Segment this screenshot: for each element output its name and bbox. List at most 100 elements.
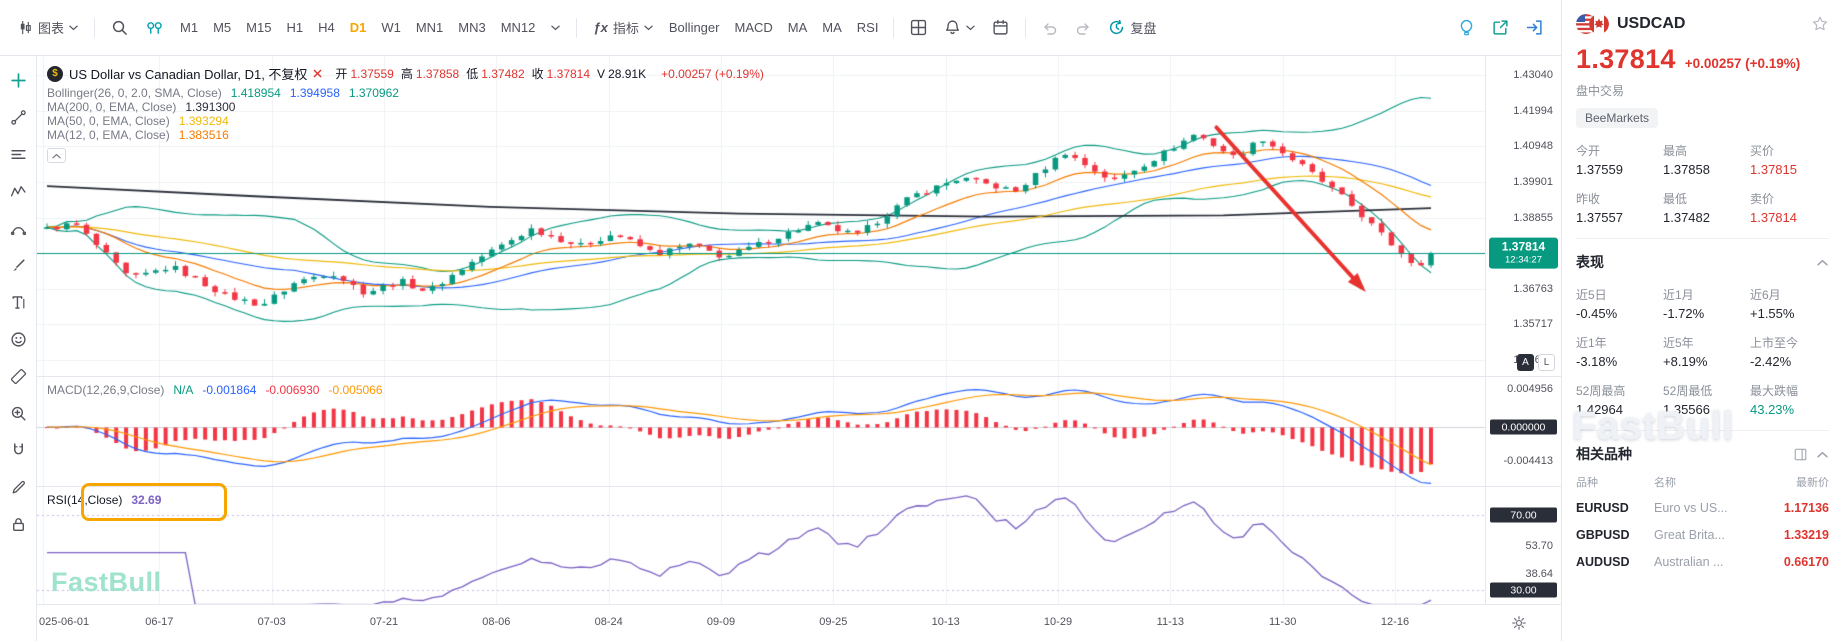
ohlc-value: 1.37814 [546, 67, 591, 81]
balloon-button[interactable] [1450, 11, 1483, 45]
price-axis[interactable]: 1.43040 1.41994 1.40948 1.39901 1.38855 1.367… [1485, 56, 1561, 376]
performance-label: 近6月 [1750, 288, 1781, 302]
divider [1576, 430, 1829, 431]
indicator-shortcut-macd[interactable]: MACD [727, 11, 779, 45]
collapse-related-button[interactable] [1816, 450, 1829, 459]
undo-button[interactable] [1034, 11, 1066, 45]
indicator-shortcut-bollinger[interactable]: Bollinger [662, 11, 727, 45]
performance-label: 52周最高 [1576, 384, 1626, 398]
panel-layout-button[interactable] [1793, 447, 1808, 462]
timeframe-mn12[interactable]: MN12 [494, 11, 543, 45]
pencil-tool[interactable] [4, 473, 32, 501]
emoji-tool[interactable] [4, 325, 32, 353]
timeframe-m15[interactable]: M15 [239, 11, 278, 45]
time-axis-label: 11-30 [1268, 616, 1297, 628]
session-status: 盘中交易 [1576, 84, 1625, 98]
ca-flag-icon [1589, 14, 1609, 34]
magnet-tool[interactable] [4, 436, 32, 464]
broker-badge[interactable]: BeeMarkets [1576, 108, 1659, 128]
timeframe-d1[interactable]: D1 [343, 11, 374, 45]
related-column-header: 品种 [1576, 477, 1598, 489]
indicator-shortcut-ma[interactable]: MA [781, 11, 815, 45]
lock-tool[interactable] [4, 510, 32, 538]
horizontal-lines-tool[interactable] [4, 140, 32, 168]
overlay-legend-row[interactable]: MA(12, 0, EMA, Close) 1.383516 [47, 128, 764, 142]
timeframe-mn1[interactable]: MN1 [409, 11, 450, 45]
chart-legend-row: $ US Dollar vs Canadian Dollar, D1, 不复权 … [47, 64, 764, 83]
star-icon [1812, 16, 1828, 31]
overlay-name: Bollinger(26, 0, 2.0, SMA, Close) [47, 86, 222, 100]
calendar-button[interactable] [984, 11, 1017, 45]
replay-button[interactable]: 复盘 [1100, 11, 1164, 45]
redo-button[interactable] [1067, 11, 1099, 45]
layout-button[interactable] [902, 11, 935, 45]
timeframe-h4[interactable]: H4 [311, 11, 342, 45]
macd-axis-label: -0.004413 [1503, 454, 1553, 467]
overlay-legend-rows: Bollinger(26, 0, 2.0, SMA, Close) 1.41895… [47, 86, 764, 142]
market-status-icon [313, 69, 322, 78]
timeframe-m5[interactable]: M5 [206, 11, 238, 45]
redo-icon [1075, 20, 1091, 36]
chart-title[interactable]: US Dollar vs Canadian Dollar, D1, 不复权 [69, 67, 308, 82]
indicator-shortcut-rsi[interactable]: RSI [850, 11, 886, 45]
compare-button[interactable] [137, 11, 172, 45]
log-scale-button[interactable]: L [1538, 354, 1555, 371]
performance-label: 近1月 [1663, 288, 1694, 302]
price-chart-canvas[interactable] [37, 56, 1485, 376]
ohlc-values: 开 1.37559 高 1.37858 低 1.37482 收 1.37814 V 28.91K [328, 65, 646, 82]
related-symbol-row[interactable]: EURUSD Euro vs US... 1.17136 [1576, 494, 1829, 521]
favorite-star-button[interactable] [1811, 15, 1829, 33]
stat-label: 买价 [1750, 144, 1775, 158]
related-symbol-row[interactable]: GBPUSD Great Brita... 1.33219 [1576, 521, 1829, 548]
share-button[interactable] [1484, 11, 1517, 45]
stat-value: 1.37815 [1750, 162, 1797, 177]
zoom-in-tool[interactable] [4, 399, 32, 427]
alert-button[interactable] [936, 11, 983, 45]
macd-value: -0.001864 [202, 383, 257, 397]
related-symbol-row[interactable]: AUDUSD Australian ... 0.66170 [1576, 548, 1829, 575]
brush-tool[interactable] [4, 251, 32, 279]
timeframe-w1[interactable]: W1 [374, 11, 408, 45]
overlay-legend-row[interactable]: MA(200, 0, EMA, Close) 1.391300 [47, 100, 764, 114]
macd-chart-canvas[interactable] [37, 377, 1485, 487]
overlay-name: MA(50, 0, EMA, Close) [47, 114, 170, 128]
price-axis-label: 1.38855 [1513, 211, 1553, 224]
rsi-axis[interactable]: 70.00 53.70 38.64 30.00 [1485, 487, 1561, 604]
time-axis-label: 08-06 [482, 616, 511, 628]
time-axis-labels: 025-06-01 06-17 07-03 07-21 08-06 08-24 09-09 0… [37, 605, 1485, 641]
quote-stats-grid: 今开 1.37559 最高 1.37858 买价 1.37815 昨收 1.37557 最低 1.… [1576, 142, 1829, 225]
rsi-chart-canvas[interactable] [37, 487, 1485, 605]
indicator-shortcut-ma-2[interactable]: MA [815, 11, 849, 45]
auto-scale-button[interactable]: A [1517, 354, 1534, 371]
timeframe-mn3[interactable]: MN3 [451, 11, 492, 45]
performance-title: 表现 [1576, 254, 1604, 270]
overlay-legend-row[interactable]: MA(50, 0, EMA, Close) 1.393294 [47, 114, 764, 128]
curve-tool[interactable] [4, 214, 32, 242]
text-tool[interactable] [4, 288, 32, 316]
axis-settings-button[interactable] [1509, 613, 1529, 636]
macd-axis[interactable]: 0.004956 0.000000 -0.004413 [1485, 377, 1561, 486]
indicators-menu[interactable]: ƒx 指标 [585, 11, 660, 45]
chevron-up-icon [1817, 451, 1828, 457]
performance-label: 52周最低 [1663, 384, 1713, 398]
overlay-legend-row[interactable]: Bollinger(26, 0, 2.0, SMA, Close) 1.41895… [47, 86, 764, 100]
wave-tool[interactable] [4, 177, 32, 205]
legend-collapse-button[interactable] [47, 148, 66, 163]
time-axis-label: 11-13 [1156, 616, 1184, 628]
timeframe-more-button[interactable] [543, 11, 568, 45]
timeframe-m1[interactable]: M1 [173, 11, 205, 45]
quote-stat-cell: 今开 1.37559 [1576, 142, 1655, 177]
rsi-highlight-annotation[interactable] [81, 483, 227, 521]
fullscreen-button[interactable] [1518, 11, 1551, 45]
related-price: 1.33219 [1783, 527, 1829, 542]
timeframe-h1[interactable]: H1 [279, 11, 310, 45]
current-price-badge: 1.37814 12:34:27 [1489, 237, 1558, 269]
chart-type-menu[interactable]: 图表 [10, 11, 86, 45]
crosshair-plus-tool[interactable] [4, 66, 32, 94]
overlay-value: 1.370962 [348, 86, 399, 100]
measure-tool[interactable] [4, 362, 32, 390]
search-button[interactable] [103, 11, 136, 45]
trend-line-tool[interactable] [4, 103, 32, 131]
time-axis[interactable]: 025-06-01 06-17 07-03 07-21 08-06 08-24 09-09 0… [37, 604, 1561, 641]
collapse-performance-button[interactable] [1816, 258, 1829, 267]
